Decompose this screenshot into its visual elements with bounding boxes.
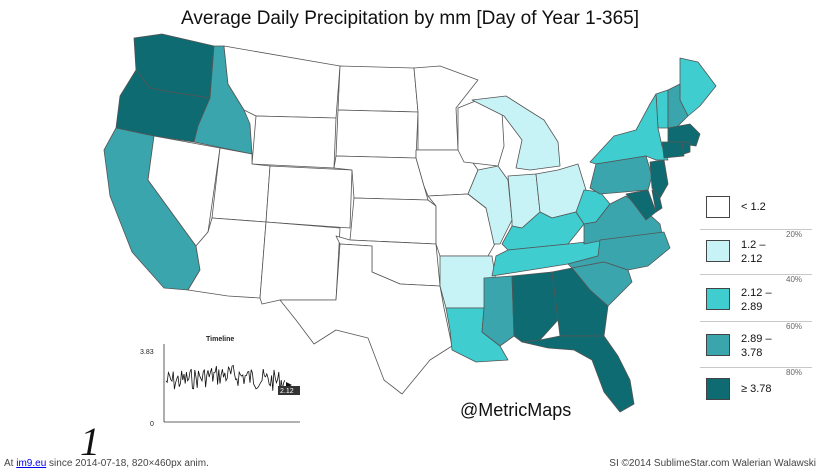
footer-prefix: At xyxy=(4,458,14,469)
state-maryland xyxy=(625,189,657,221)
state-florida xyxy=(521,335,635,413)
state-kansas xyxy=(349,197,437,245)
frame-number: 1 xyxy=(80,419,100,464)
state-connecticut xyxy=(661,141,685,159)
state-new-york xyxy=(589,93,669,165)
state-rhode-island xyxy=(681,141,691,155)
legend-percent: 60% xyxy=(786,322,803,331)
legend-swatch xyxy=(706,288,730,310)
legend-divider xyxy=(700,229,812,230)
legend-swatch xyxy=(706,240,730,262)
footer-suffix: since 2014-07-18, 820×460px anim. xyxy=(49,458,209,469)
state-south-dakota xyxy=(335,109,419,159)
state-new-mexico xyxy=(259,221,341,305)
state-minnesota xyxy=(413,65,479,151)
legend-divider xyxy=(700,274,812,275)
legend-swatch xyxy=(706,196,730,218)
state-georgia xyxy=(551,267,609,337)
map-title: Average Daily Precipitation by mm [Day o… xyxy=(181,8,639,29)
state-wyoming xyxy=(251,115,337,169)
timeline-chart: 3.83 0 2.12 xyxy=(140,344,300,428)
timeline-ymax: 3.83 xyxy=(140,349,154,356)
state-texas xyxy=(279,243,453,395)
legend-divider xyxy=(700,321,812,322)
timeline-series xyxy=(165,364,286,392)
legend-percent: 40% xyxy=(786,275,803,284)
state-illinois xyxy=(467,165,513,245)
legend-label: 2.89 – 3.78 xyxy=(741,333,772,359)
legend-swatch xyxy=(706,378,730,400)
legend-label: < 1.2 xyxy=(741,201,766,213)
legend-percent: 80% xyxy=(786,368,803,377)
footer-link[interactable]: im9.eu xyxy=(16,458,47,469)
state-michigan xyxy=(471,95,561,171)
legend-label: ≥ 3.78 xyxy=(741,383,772,395)
timeline-current-value: 2.12 xyxy=(280,388,294,395)
state-colorado xyxy=(265,165,353,229)
state-mississippi xyxy=(481,275,515,347)
state-new-jersey xyxy=(649,159,669,199)
legend-percent: 20% xyxy=(786,230,803,239)
state-virginia xyxy=(583,195,663,245)
legend-label: 2.12 – 2.89 xyxy=(741,287,772,313)
state-maine xyxy=(679,57,717,117)
state-massachusetts xyxy=(667,123,701,147)
timeline-ymin: 0 xyxy=(150,421,154,428)
footer-right: SI ©2014 SublimeStar.com Walerian Walaws… xyxy=(609,458,816,469)
legend-swatch xyxy=(706,334,730,356)
twitter-handle: @MetricMaps xyxy=(460,400,572,420)
state-alabama xyxy=(511,271,559,343)
legend-divider xyxy=(700,367,812,368)
legend-label: 1.2 – 2.12 xyxy=(741,239,766,265)
state-north-dakota xyxy=(337,65,419,113)
footer-left: At im9.eu since 2014-07-18, 820×460px an… xyxy=(4,458,209,469)
timeline-title: Timeline xyxy=(206,336,235,343)
